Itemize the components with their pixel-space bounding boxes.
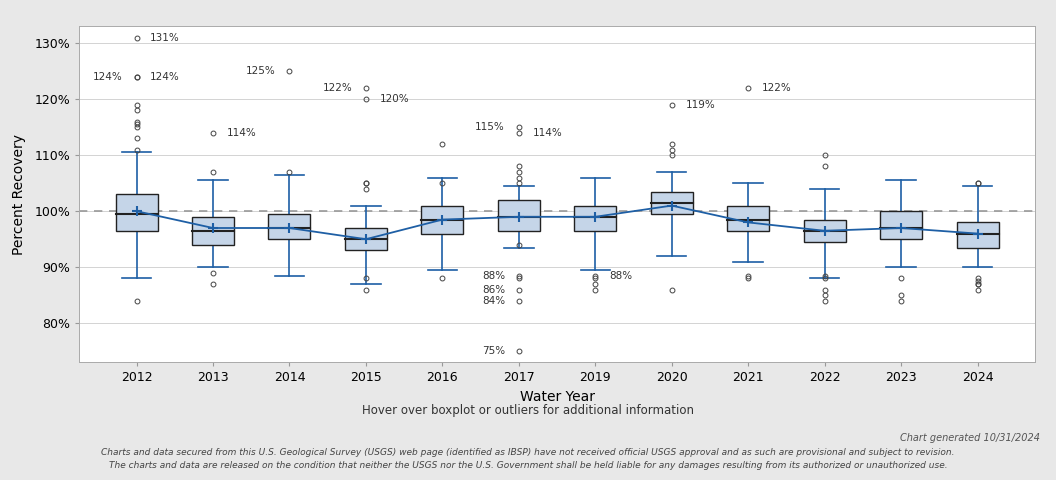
Text: 124%: 124% — [93, 72, 122, 82]
Bar — [192, 217, 234, 245]
Text: 124%: 124% — [150, 72, 181, 82]
Bar — [268, 214, 310, 239]
Text: 86%: 86% — [482, 285, 505, 295]
Bar — [421, 205, 464, 234]
Text: 114%: 114% — [227, 128, 257, 138]
Text: The charts and data are released on the condition that neither the USGS nor the : The charts and data are released on the … — [109, 461, 947, 470]
Text: Chart generated 10/31/2024: Chart generated 10/31/2024 — [900, 433, 1040, 443]
Bar — [497, 200, 540, 231]
Bar — [728, 205, 769, 231]
Bar — [880, 211, 922, 239]
Text: 122%: 122% — [322, 83, 352, 93]
Y-axis label: Percent Recovery: Percent Recovery — [12, 134, 26, 255]
Text: 88%: 88% — [482, 271, 505, 281]
Bar — [115, 194, 157, 231]
Text: 115%: 115% — [475, 122, 505, 132]
Text: Charts and data secured from this U.S. Geological Survey (USGS) web page (identi: Charts and data secured from this U.S. G… — [101, 448, 955, 456]
Text: 84%: 84% — [482, 296, 505, 306]
Bar — [650, 192, 693, 214]
Bar — [804, 220, 846, 242]
Text: 125%: 125% — [246, 66, 276, 76]
Bar — [957, 222, 999, 248]
X-axis label: Water Year: Water Year — [520, 390, 595, 404]
Bar — [574, 205, 617, 231]
Text: 120%: 120% — [380, 94, 410, 104]
Text: 114%: 114% — [532, 128, 563, 138]
Text: 122%: 122% — [762, 83, 792, 93]
Bar — [345, 228, 386, 251]
Text: 88%: 88% — [609, 271, 633, 281]
Text: 131%: 131% — [150, 33, 181, 43]
Text: Hover over boxplot or outliers for additional information: Hover over boxplot or outliers for addit… — [362, 404, 694, 417]
Text: 75%: 75% — [482, 346, 505, 356]
Text: 119%: 119% — [685, 100, 715, 110]
